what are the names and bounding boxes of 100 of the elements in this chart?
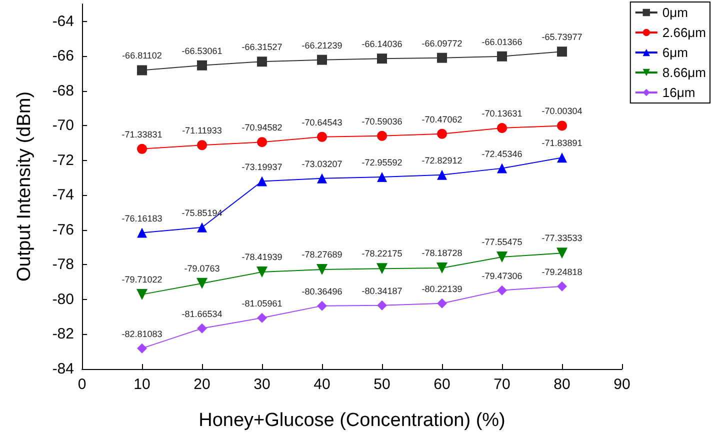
point bbox=[496, 251, 508, 262]
y-tick-label: -72 bbox=[52, 152, 74, 169]
data-label: -70.47062 bbox=[422, 114, 462, 124]
y-tick-label: -68 bbox=[52, 82, 74, 100]
data-label: -70.13631 bbox=[482, 108, 522, 119]
data-label: -71.83891 bbox=[542, 138, 582, 148]
data-label: -71.33831 bbox=[122, 129, 162, 140]
point bbox=[377, 54, 387, 64]
point bbox=[377, 172, 387, 182]
point bbox=[257, 56, 267, 67]
point bbox=[317, 132, 327, 142]
data-label: -71.11933 bbox=[182, 126, 222, 136]
y-tick-label: -74 bbox=[52, 186, 74, 204]
data-label: -77.33533 bbox=[542, 233, 582, 244]
point bbox=[437, 128, 447, 139]
point bbox=[437, 170, 447, 180]
x-tick-label: 30 bbox=[254, 376, 270, 393]
x-tick-label: 80 bbox=[554, 376, 570, 393]
data-label: -81.05961 bbox=[242, 298, 282, 308]
data-label: -66.31527 bbox=[242, 42, 282, 52]
point bbox=[257, 312, 267, 323]
legend-label: 0μm bbox=[662, 5, 688, 20]
legend-label: 6μm bbox=[662, 45, 688, 60]
point bbox=[197, 140, 207, 150]
x-tick-label: 0 bbox=[78, 376, 86, 393]
point bbox=[556, 248, 568, 259]
point bbox=[136, 288, 148, 300]
point bbox=[257, 176, 267, 186]
data-label: -65.73977 bbox=[542, 32, 582, 42]
point bbox=[257, 137, 267, 148]
y-tick-label: -78 bbox=[52, 256, 74, 274]
data-label: -79.0763 bbox=[184, 263, 220, 274]
data-label: -66.81102 bbox=[122, 50, 162, 61]
legend-label: 16μm bbox=[662, 85, 696, 100]
x-tick-label: 50 bbox=[374, 376, 390, 393]
point bbox=[557, 120, 567, 131]
point bbox=[197, 60, 207, 70]
y-axis-title: Output Intensity (dBm) bbox=[14, 91, 35, 282]
x-tick-label: 40 bbox=[314, 376, 330, 393]
data-label: -72.95592 bbox=[362, 158, 402, 168]
data-label: -70.64543 bbox=[302, 117, 342, 128]
point bbox=[317, 173, 327, 184]
data-label: -77.55475 bbox=[482, 236, 522, 247]
point bbox=[437, 52, 447, 63]
x-tick-label: 70 bbox=[494, 376, 510, 393]
point bbox=[197, 222, 207, 232]
data-label: -66.53061 bbox=[182, 46, 222, 56]
point bbox=[497, 123, 507, 134]
point bbox=[316, 264, 328, 276]
data-label: -79.47306 bbox=[482, 270, 522, 281]
point bbox=[557, 152, 567, 163]
point bbox=[137, 228, 147, 238]
point bbox=[437, 298, 447, 308]
data-label: -79.71022 bbox=[122, 274, 162, 284]
data-label: -80.36496 bbox=[302, 286, 342, 296]
data-label: -79.24818 bbox=[542, 266, 582, 277]
point bbox=[196, 278, 208, 289]
data-label: -76.16183 bbox=[122, 213, 162, 224]
data-label: -66.01366 bbox=[482, 36, 522, 47]
data-label: -82.81083 bbox=[122, 328, 162, 339]
point bbox=[377, 300, 387, 310]
data-label: -66.21239 bbox=[302, 40, 342, 50]
data-label: -70.94582 bbox=[242, 122, 282, 133]
x-tick-label: 20 bbox=[194, 376, 210, 393]
y-tick-label: -80 bbox=[52, 290, 74, 308]
legend-label: 8.66μm bbox=[662, 65, 706, 80]
data-label: -75.85194 bbox=[182, 208, 222, 218]
y-tick-label: -82 bbox=[52, 326, 74, 343]
point bbox=[557, 46, 567, 57]
y-tick-label: -84 bbox=[52, 360, 74, 378]
data-label: -80.34187 bbox=[362, 286, 402, 296]
data-label: -66.14036 bbox=[362, 39, 402, 50]
point bbox=[497, 51, 507, 62]
data-label: -73.03207 bbox=[302, 158, 342, 169]
data-label: -70.59036 bbox=[362, 116, 402, 126]
point bbox=[497, 285, 507, 296]
x-tick-label: 60 bbox=[434, 376, 450, 393]
legend-label: 2.66μm bbox=[662, 25, 706, 40]
data-label: -78.27689 bbox=[302, 250, 342, 260]
point bbox=[137, 343, 147, 354]
point bbox=[317, 54, 327, 65]
data-label: -73.19937 bbox=[242, 162, 282, 172]
data-label: -78.18728 bbox=[422, 248, 462, 258]
x-axis-title: Honey+Glucose (Concentration) (%) bbox=[198, 410, 506, 431]
y-tick-label: -66 bbox=[52, 48, 74, 65]
data-label: -80.22139 bbox=[422, 284, 462, 294]
data-label: -81.66534 bbox=[182, 308, 222, 319]
y-tick-label: -76 bbox=[52, 221, 74, 238]
x-tick-label: 90 bbox=[614, 376, 630, 393]
point bbox=[197, 323, 207, 334]
y-tick-label: -70 bbox=[52, 117, 74, 134]
data-label: -70.00304 bbox=[542, 106, 582, 116]
point bbox=[137, 144, 147, 154]
point bbox=[497, 163, 507, 174]
point bbox=[377, 130, 387, 141]
y-tick-label: -64 bbox=[52, 12, 74, 30]
data-label: -72.45346 bbox=[482, 148, 522, 159]
data-label: -72.82912 bbox=[422, 155, 462, 166]
point bbox=[557, 281, 567, 292]
point bbox=[137, 65, 147, 76]
